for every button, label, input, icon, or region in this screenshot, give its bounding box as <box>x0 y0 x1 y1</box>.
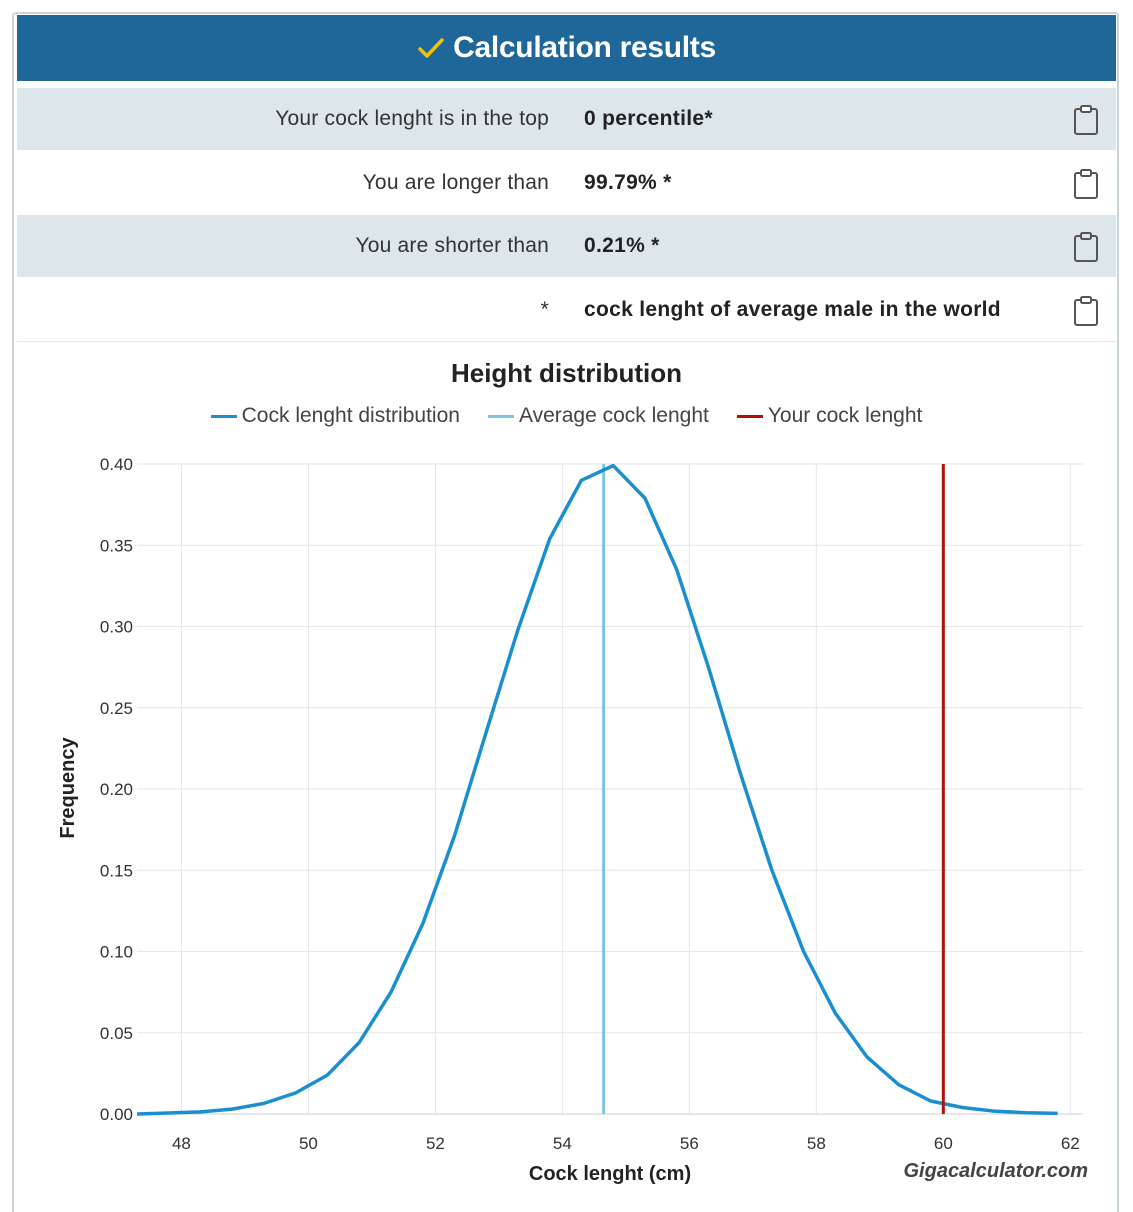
x-tick-label: 62 <box>1061 1134 1080 1153</box>
distribution-line <box>136 463 1058 1116</box>
legend-swatch <box>210 414 237 418</box>
y-tick-label: 0.20 <box>100 780 133 799</box>
chart-marks <box>136 463 1058 1116</box>
result-row-footnote: * cock lenght of average male in the wor… <box>17 279 1116 341</box>
legend-item-yours[interactable]: Your cock lenght <box>736 404 923 428</box>
clipboard-icon[interactable] <box>1071 104 1101 136</box>
legend-label: Your cock lenght <box>767 404 923 427</box>
y-tick-label: 0.25 <box>100 699 133 718</box>
result-label: * <box>540 298 549 321</box>
site-credit[interactable]: Gigacalculator.com <box>903 1160 1088 1182</box>
legend-item-average[interactable]: Average cock lenght <box>487 404 709 428</box>
results-panel <box>12 12 1119 1212</box>
result-value: 0 percentile* <box>584 107 713 130</box>
chart-legend: Cock lenght distribution Average cock le… <box>0 404 1133 428</box>
x-tick-label: 56 <box>680 1134 699 1153</box>
y-tick-label: 0.05 <box>100 1024 133 1043</box>
legend-swatch <box>487 414 514 418</box>
result-row-percentile: Your cock lenght is in the top 0 percent… <box>17 88 1116 150</box>
result-label: You are longer than <box>362 171 549 194</box>
x-tick-label: 48 <box>172 1134 191 1153</box>
checkmark-icon <box>418 38 444 58</box>
clipboard-icon[interactable] <box>1071 231 1101 263</box>
y-tick-label: 0.35 <box>100 536 133 555</box>
result-value: cock lenght of average male in the world <box>584 298 1001 321</box>
y-tick-label: 0.30 <box>100 618 133 637</box>
result-row-longer: You are longer than 99.79% * <box>17 152 1116 214</box>
result-value: 0.21% * <box>584 234 660 257</box>
y-tick-label: 0.40 <box>100 455 133 474</box>
y-tick-label: 0.15 <box>100 861 133 880</box>
chart-grid <box>137 463 1083 1115</box>
x-axis-ticks: 48 50 52 54 56 58 60 62 <box>172 1134 1080 1153</box>
y-axis-label: Frequency <box>57 737 79 839</box>
chart-title: Height distribution <box>450 358 683 388</box>
divider <box>17 341 1116 342</box>
y-tick-label: 0.00 <box>100 1105 133 1124</box>
y-axis-ticks: 0.00 0.05 0.10 0.15 0.20 0.25 0.30 0.35 0.40 <box>100 455 133 1124</box>
x-tick-label: 54 <box>553 1134 572 1153</box>
result-value: 99.79% * <box>584 171 672 194</box>
results-title: Calculation results <box>453 31 716 64</box>
distribution-chart: 0.00 0.05 0.10 0.15 0.20 0.25 0.30 0.35 0.40 48 5… <box>57 455 1083 1185</box>
x-tick-label: 52 <box>426 1134 445 1153</box>
clipboard-icon[interactable] <box>1071 295 1101 327</box>
legend-label: Average cock lenght <box>518 404 709 427</box>
result-label: Your cock lenght is in the top <box>275 107 549 130</box>
clipboard-icon[interactable] <box>1071 168 1101 200</box>
legend-label: Cock lenght distribution <box>241 404 460 427</box>
result-label: You are shorter than <box>355 234 549 257</box>
x-tick-label: 50 <box>299 1134 318 1153</box>
y-tick-label: 0.10 <box>100 943 133 962</box>
legend-item-distribution[interactable]: Cock lenght distribution <box>210 404 460 428</box>
x-tick-label: 58 <box>807 1134 826 1153</box>
x-axis-label: Cock lenght (cm) <box>529 1163 691 1185</box>
legend-swatch <box>736 414 763 418</box>
x-tick-label: 60 <box>934 1134 953 1153</box>
results-header: Calculation results <box>17 15 1116 81</box>
result-row-shorter: You are shorter than 0.21% * <box>17 215 1116 277</box>
